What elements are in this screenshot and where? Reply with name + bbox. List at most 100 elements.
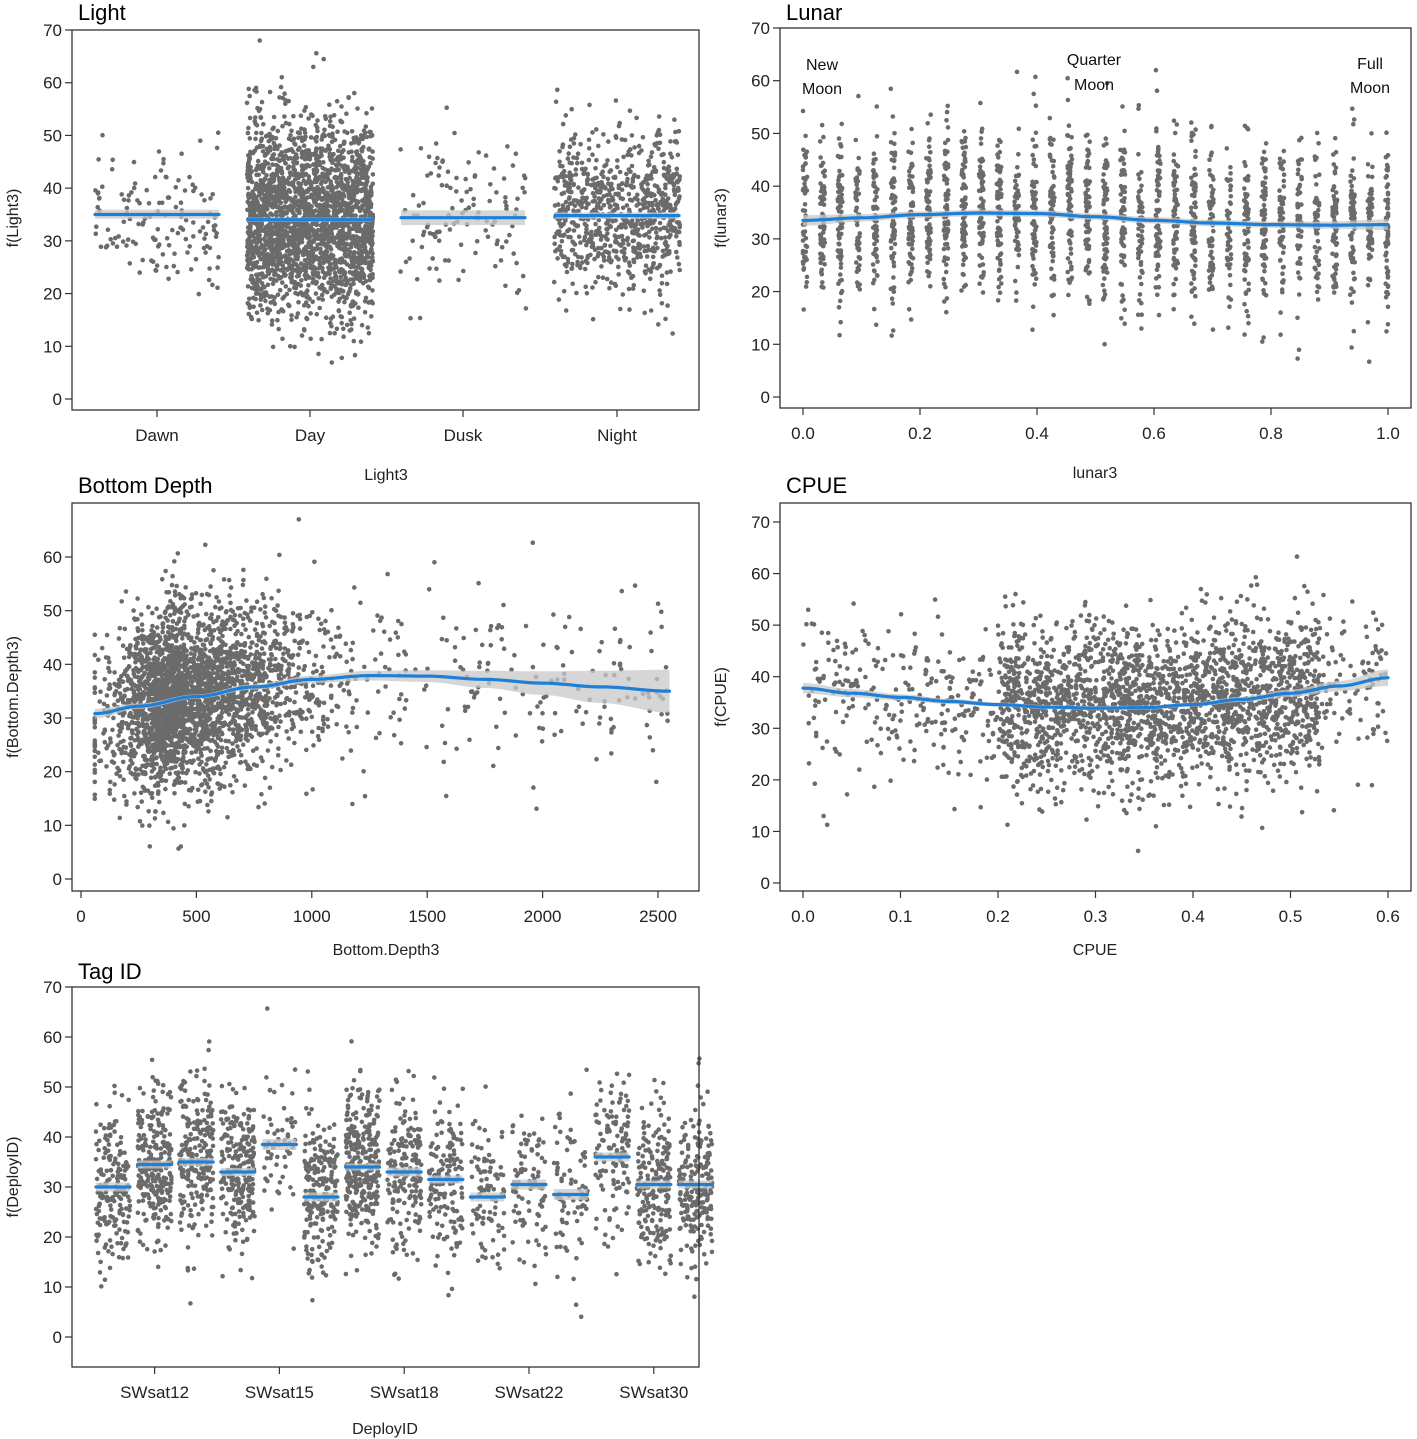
point-lunar bbox=[875, 259, 880, 264]
point-light bbox=[366, 147, 372, 152]
point-light bbox=[247, 171, 253, 176]
point-light bbox=[280, 123, 285, 129]
point-light bbox=[339, 320, 345, 326]
point-light bbox=[263, 290, 269, 295]
point-lunar bbox=[906, 279, 911, 285]
point-light bbox=[626, 242, 631, 247]
point-lunar bbox=[977, 253, 982, 258]
point-light bbox=[254, 249, 259, 254]
point-lunar bbox=[1172, 198, 1177, 203]
point-light bbox=[605, 158, 610, 163]
point-light bbox=[471, 202, 476, 208]
point-light bbox=[278, 195, 284, 200]
point-light bbox=[450, 205, 455, 211]
point-light bbox=[573, 172, 579, 177]
point-lunar bbox=[1156, 144, 1161, 150]
point-lunar bbox=[838, 265, 844, 270]
point-lunar bbox=[978, 141, 984, 146]
point-light bbox=[644, 220, 650, 225]
point-light bbox=[416, 203, 422, 208]
point-light bbox=[634, 115, 639, 121]
point-light bbox=[637, 246, 643, 251]
point-light bbox=[417, 315, 423, 321]
point-lunar bbox=[907, 251, 913, 257]
point-light bbox=[319, 336, 324, 342]
point-light bbox=[624, 238, 630, 243]
point-light bbox=[605, 237, 610, 242]
point-light bbox=[676, 188, 681, 193]
point-lunar bbox=[1068, 251, 1074, 256]
point-light bbox=[476, 150, 482, 155]
point-light bbox=[137, 270, 142, 275]
point-light bbox=[125, 237, 131, 242]
point-light bbox=[348, 318, 353, 323]
point-lunar bbox=[890, 301, 896, 306]
point-light bbox=[589, 235, 594, 241]
point-light bbox=[96, 157, 101, 162]
point-light bbox=[317, 233, 323, 239]
point-light bbox=[207, 266, 212, 271]
light-ytick-label: 70 bbox=[43, 21, 62, 40]
point-lunar bbox=[838, 272, 843, 277]
point-light bbox=[103, 245, 109, 250]
point-light bbox=[277, 143, 282, 148]
point-lunar bbox=[1050, 258, 1055, 264]
point-lunar bbox=[1296, 161, 1301, 167]
point-light bbox=[329, 139, 335, 144]
point-light bbox=[248, 243, 254, 248]
point-light bbox=[278, 212, 284, 218]
point-light bbox=[284, 266, 290, 272]
point-light bbox=[337, 296, 343, 302]
point-light bbox=[166, 276, 171, 282]
point-light bbox=[559, 191, 565, 197]
point-lunar bbox=[928, 284, 933, 289]
point-light bbox=[311, 276, 316, 282]
point-light bbox=[370, 288, 375, 293]
point-light bbox=[558, 163, 563, 169]
point-light bbox=[183, 217, 189, 223]
point-lunar bbox=[1351, 156, 1356, 161]
point-light bbox=[294, 233, 300, 239]
point-light bbox=[663, 192, 668, 197]
point-light bbox=[310, 221, 315, 227]
point-light bbox=[326, 143, 331, 149]
point-light bbox=[284, 211, 289, 216]
point-light bbox=[254, 260, 260, 265]
point-light bbox=[349, 158, 355, 164]
point-lunar bbox=[997, 149, 1003, 155]
point-light bbox=[578, 240, 583, 245]
point-light bbox=[434, 266, 439, 272]
point-light bbox=[656, 264, 662, 269]
point-light bbox=[563, 113, 569, 118]
point-light bbox=[425, 173, 430, 178]
point-light bbox=[334, 200, 339, 206]
point-light bbox=[574, 155, 580, 161]
point-light bbox=[260, 273, 265, 279]
point-light bbox=[320, 165, 326, 171]
point-lunar bbox=[1242, 277, 1247, 282]
point-lunar bbox=[1228, 252, 1234, 257]
point-lunar bbox=[1065, 75, 1070, 81]
point-light bbox=[269, 241, 275, 246]
point-lunar bbox=[1103, 136, 1109, 141]
point-lunar bbox=[925, 121, 930, 126]
point-light bbox=[641, 288, 647, 294]
point-light bbox=[601, 258, 607, 263]
point-light bbox=[310, 299, 316, 305]
point-light bbox=[674, 249, 679, 255]
point-light bbox=[282, 229, 287, 234]
point-light bbox=[616, 264, 621, 270]
point-light bbox=[319, 197, 325, 203]
point-light bbox=[285, 204, 291, 210]
point-light bbox=[214, 145, 220, 151]
point-light bbox=[295, 311, 301, 316]
point-light bbox=[254, 172, 259, 178]
point-light bbox=[269, 267, 275, 273]
point-light bbox=[299, 126, 304, 131]
point-light bbox=[560, 144, 565, 150]
point-lunar bbox=[1245, 126, 1251, 132]
point-light bbox=[327, 170, 332, 176]
point-lunar bbox=[1193, 204, 1198, 210]
point-light bbox=[621, 154, 626, 160]
point-light bbox=[157, 200, 162, 206]
